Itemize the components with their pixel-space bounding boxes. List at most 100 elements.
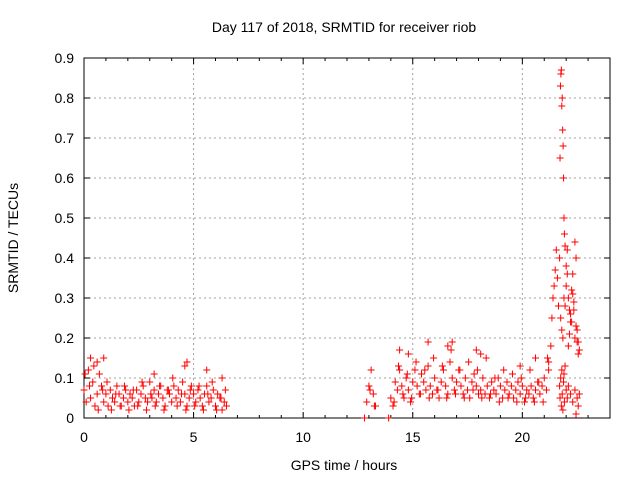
- data-point: [523, 386, 531, 394]
- data-point: [87, 354, 95, 362]
- data-point: [187, 382, 195, 390]
- data-point: [500, 366, 508, 374]
- data-point: [569, 290, 577, 298]
- data-point: [448, 338, 456, 346]
- x-axis-label: GPS time / hours: [291, 457, 398, 473]
- data-point: [213, 406, 221, 414]
- data-point: [366, 386, 374, 394]
- data-point: [568, 318, 576, 326]
- data-point: [161, 402, 169, 410]
- data-point: [563, 246, 571, 254]
- data-point: [559, 126, 567, 134]
- data-point: [217, 394, 225, 402]
- data-point: [404, 350, 412, 358]
- data-point: [501, 386, 509, 394]
- y-tick-label: 0.3: [55, 290, 75, 306]
- data-point: [119, 394, 127, 402]
- data-point: [156, 382, 164, 390]
- data-point: [203, 382, 211, 390]
- data-point: [557, 66, 565, 74]
- data-point: [421, 366, 429, 374]
- data-point: [570, 298, 578, 306]
- data-point: [361, 414, 369, 422]
- data-point: [150, 370, 158, 378]
- data-point: [568, 286, 576, 294]
- data-point: [521, 398, 529, 406]
- data-point: [91, 402, 99, 410]
- data-point: [557, 314, 565, 322]
- data-point: [525, 390, 533, 398]
- data-point: [522, 394, 530, 402]
- x-tick-label: 10: [295, 429, 311, 445]
- data-point: [565, 330, 573, 338]
- data-point: [562, 262, 570, 270]
- chart-title: Day 117 of 2018, SRMTID for receiver rio…: [212, 19, 477, 35]
- data-point: [176, 398, 184, 406]
- data-point: [553, 274, 561, 282]
- data-point: [539, 398, 547, 406]
- data-point: [560, 174, 568, 182]
- data-point: [551, 266, 559, 274]
- data-point: [178, 390, 186, 398]
- data-point: [403, 370, 411, 378]
- data-point: [530, 398, 538, 406]
- data-point: [495, 398, 503, 406]
- data-point: [561, 242, 569, 250]
- data-point: [181, 362, 189, 370]
- data-point: [407, 398, 415, 406]
- data-point: [385, 414, 393, 422]
- x-tick-label: 0: [80, 429, 88, 445]
- data-point: [572, 254, 580, 262]
- data-point: [94, 406, 102, 414]
- data-point: [205, 398, 213, 406]
- data-point: [108, 394, 116, 402]
- data-point: [438, 362, 446, 370]
- data-point: [102, 390, 110, 398]
- data-point: [540, 374, 548, 382]
- data-point: [442, 382, 450, 390]
- data-point: [531, 386, 539, 394]
- data-point: [426, 382, 434, 390]
- data-point: [212, 402, 219, 410]
- data-point: [425, 394, 433, 402]
- data-point: [478, 394, 486, 402]
- data-point: [558, 102, 566, 110]
- data-point: [477, 386, 485, 394]
- data-point: [139, 382, 147, 390]
- data-point: [479, 374, 487, 382]
- data-point: [122, 386, 130, 394]
- data-point: [396, 346, 404, 354]
- data-point: [451, 390, 459, 398]
- data-point: [416, 390, 424, 398]
- data-point: [434, 386, 442, 394]
- data-point: [412, 358, 420, 366]
- data-point: [448, 374, 456, 382]
- data-point: [477, 350, 485, 358]
- data-point: [557, 402, 565, 410]
- data-point: [402, 374, 410, 382]
- data-point: [87, 394, 95, 402]
- data-point: [465, 358, 473, 366]
- data-point: [90, 362, 98, 370]
- data-point: [418, 370, 426, 378]
- data-point: [150, 386, 158, 394]
- data-point: [146, 378, 154, 386]
- data-point: [570, 306, 578, 314]
- data-point: [112, 390, 120, 398]
- data-point: [365, 382, 373, 390]
- data-point: [396, 366, 404, 374]
- data-point: [574, 350, 582, 358]
- y-tick-label: 0.7: [55, 130, 75, 146]
- data-point: [431, 374, 439, 382]
- data-point: [556, 82, 564, 90]
- data-point: [567, 390, 575, 398]
- y-axis-label: SRMTID / TECUs: [5, 183, 21, 293]
- data-point: [422, 386, 430, 394]
- data-point: [93, 390, 101, 398]
- data-point: [128, 394, 136, 402]
- x-tick-label: 20: [515, 429, 531, 445]
- data-point: [399, 390, 407, 398]
- data-point: [182, 406, 190, 414]
- y-tick-label: 0.6: [55, 170, 75, 186]
- y-tick-label: 0.5: [55, 210, 75, 226]
